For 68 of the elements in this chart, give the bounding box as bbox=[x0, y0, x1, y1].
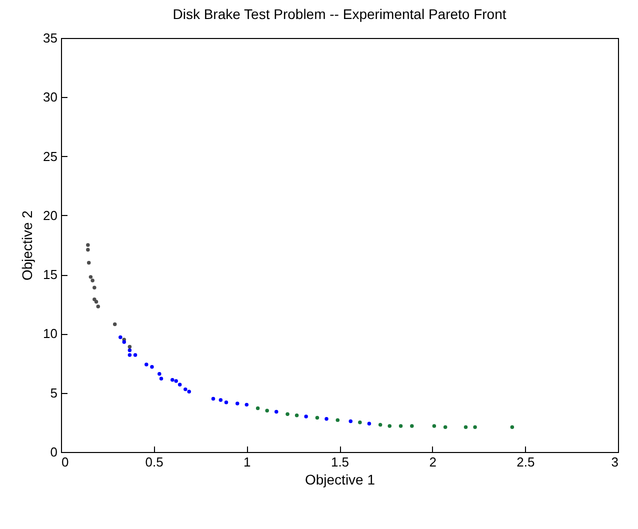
point bbox=[96, 304, 100, 308]
y-axis-title: Objective 2 bbox=[19, 210, 36, 281]
point bbox=[256, 406, 260, 410]
point bbox=[174, 379, 178, 383]
point bbox=[388, 424, 392, 428]
point bbox=[159, 376, 164, 381]
y-tick-label: 35 bbox=[43, 30, 58, 46]
point bbox=[128, 348, 132, 352]
point bbox=[178, 382, 182, 386]
x-tick-label: 0.5 bbox=[145, 454, 164, 470]
point bbox=[324, 417, 328, 421]
point bbox=[144, 362, 148, 366]
point bbox=[510, 425, 514, 430]
point bbox=[170, 378, 174, 382]
point bbox=[218, 398, 223, 402]
point bbox=[92, 286, 96, 290]
point bbox=[304, 414, 308, 418]
x-tick-label: 2.5 bbox=[516, 454, 535, 470]
x-tick-label: 1.5 bbox=[330, 454, 350, 470]
point bbox=[88, 275, 93, 279]
point bbox=[211, 396, 216, 401]
y-tick-label: 20 bbox=[43, 208, 58, 223]
point bbox=[348, 419, 353, 424]
point bbox=[224, 400, 228, 404]
point bbox=[315, 416, 320, 420]
point bbox=[274, 410, 278, 414]
point bbox=[94, 300, 98, 304]
point bbox=[265, 408, 269, 412]
point bbox=[133, 353, 138, 357]
x-axis-title: Objective 1 bbox=[304, 472, 376, 488]
point bbox=[236, 402, 240, 406]
y-tick-label: 15 bbox=[43, 267, 58, 282]
point bbox=[118, 335, 122, 340]
y-tick-label: 25 bbox=[43, 148, 58, 164]
point bbox=[410, 424, 414, 428]
x-tick-label: 1 bbox=[244, 454, 251, 470]
point bbox=[464, 425, 468, 430]
x-tick-label: 2 bbox=[429, 454, 436, 470]
point bbox=[244, 402, 249, 407]
y-tick-label: 5 bbox=[50, 385, 58, 400]
y-tick-label: 30 bbox=[43, 90, 58, 105]
point bbox=[128, 353, 132, 357]
point bbox=[86, 243, 90, 247]
point bbox=[336, 418, 340, 422]
point bbox=[158, 372, 162, 376]
point bbox=[184, 387, 188, 392]
point bbox=[128, 344, 132, 349]
point bbox=[432, 424, 436, 428]
point bbox=[112, 322, 117, 326]
point bbox=[86, 248, 90, 252]
y-tick-label: 10 bbox=[43, 326, 58, 342]
point bbox=[398, 424, 403, 428]
point bbox=[358, 420, 362, 424]
point bbox=[473, 425, 477, 430]
x-tick-label: 0 bbox=[62, 454, 69, 470]
chart-title: Disk Brake Test Problem -- Experimental Pareto Front bbox=[172, 6, 506, 22]
point bbox=[86, 260, 91, 265]
point bbox=[187, 390, 191, 394]
point bbox=[378, 422, 382, 427]
point bbox=[443, 425, 448, 430]
x-tick-label: 3 bbox=[611, 454, 618, 470]
point bbox=[367, 422, 372, 426]
y-tick-label: 0 bbox=[50, 444, 58, 460]
point bbox=[90, 278, 94, 282]
point bbox=[150, 364, 154, 369]
point bbox=[122, 340, 126, 344]
point bbox=[294, 413, 299, 418]
point bbox=[286, 412, 290, 416]
